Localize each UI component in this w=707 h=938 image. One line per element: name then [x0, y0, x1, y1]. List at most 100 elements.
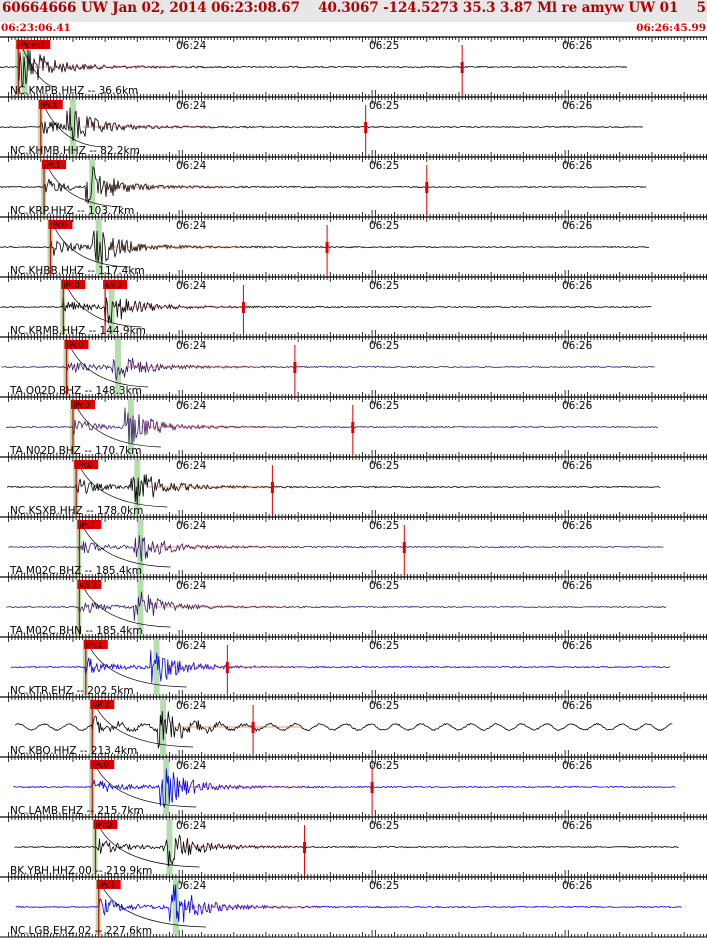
pick-flag: [16, 40, 51, 49]
pick-label: iPc0: [67, 341, 84, 350]
envelope-curve: [64, 282, 142, 328]
envelope-curve: [19, 42, 55, 88]
pick-marker: [225, 662, 229, 673]
s-window: [69, 99, 76, 155]
station-label: NC.KHBB.HHZ -- 117.4km: [10, 265, 145, 277]
time-tick-label: 06:24: [176, 520, 207, 532]
pick-marker: [293, 362, 297, 373]
time-tick-label: 06:26: [562, 40, 593, 52]
time-tick-label: 06:26: [562, 580, 593, 592]
time-tick-label: 06:25: [369, 460, 399, 472]
envelope-curve: [74, 402, 161, 448]
time-tick-label: 06:26: [562, 520, 593, 532]
time-tick-label: 06:25: [369, 400, 399, 412]
pick-flag: [38, 100, 63, 109]
pick-marker: [351, 422, 355, 433]
time-tick-label: 06:24: [176, 640, 207, 652]
time-tick-label: 06:24: [176, 340, 207, 352]
pick-flag: [48, 220, 73, 229]
trace-panel: 06:24 06:25 06:26 iPc0 NC.KSXB.HHZ -- 178.0k…: [0, 456, 707, 517]
station-label: NC.KSXB.HHZ -- 178.0km: [10, 505, 143, 517]
s-window: [127, 399, 134, 455]
time-tick-label: 06:25: [369, 520, 399, 532]
pick-label: iPc1: [44, 161, 61, 170]
station-label: NC.KHMB.HHZ -- 82.2km: [10, 145, 140, 157]
waveform: [1, 357, 655, 381]
waveform: [6, 591, 667, 621]
time-tick-label: 06:24: [176, 160, 207, 172]
time-tick-label: 06:25: [369, 220, 399, 232]
waveform: [10, 650, 671, 684]
pick-flag: [64, 340, 89, 349]
trace-panel: 06:24 06:25 06:26 iPc1 TA.M02C.BHZ -- 185.4k…: [0, 516, 707, 577]
trace-panel: 06:24 06:25 06:26 iPc0 TA.O02D.BHZ -- 148.3k…: [0, 336, 707, 397]
pick-marker: [402, 542, 406, 553]
envelope-curve: [77, 462, 168, 508]
envelope-curve: [68, 342, 148, 388]
station-label: NC.KMPB.HHZ -- 36.6km: [10, 85, 138, 97]
pick-label: iPc1: [86, 641, 103, 650]
pick-label: iPc0: [63, 281, 80, 290]
time-tick-label: 06:25: [369, 100, 399, 112]
pick-marker: [270, 482, 274, 493]
start-time-label: 06:23:06.41: [1, 22, 71, 34]
time-tick-label: 06:24: [176, 580, 207, 592]
time-tick-label: 06:25: [369, 160, 399, 172]
time-tick-label: 06:24: [176, 400, 207, 412]
trace-panel: 06:24 06:25 06:26 eS 2 TA.M02C.BHN -- 185.4k…: [0, 576, 707, 637]
pick-label: iPc1: [79, 521, 96, 530]
trace-panel: 06:24 06:25 06:26 iPc1 NC.KHMB.HHZ -- 82.2km: [0, 96, 707, 157]
envelope-curve: [45, 162, 123, 208]
pick-flag: [61, 280, 86, 289]
event-title: 60664666 UW Jan 02, 2014 06:23:08.67 40.…: [2, 0, 706, 16]
waveform: [0, 297, 652, 326]
pick-flag: [42, 160, 67, 169]
pick-flag: [77, 520, 102, 529]
s-window: [114, 339, 121, 395]
pick-label: iPc+s1: [18, 41, 45, 50]
pick-label: eS 2: [105, 281, 123, 290]
pick-flag: [103, 280, 128, 289]
s-window: [153, 639, 160, 695]
s-window: [89, 159, 96, 215]
waveform: [0, 165, 647, 204]
time-tick-label: 06:26: [562, 220, 593, 232]
trace-panel: 06:24 06:25 06:26 iPc+s1 NC.KMPB.HHZ -- 36.6…: [0, 36, 707, 97]
time-tick-label: 06:24: [176, 100, 207, 112]
time-tick-label: 06:25: [369, 340, 399, 352]
envelope-curve: [87, 642, 187, 688]
s-window: [108, 279, 115, 335]
envelope-curve: [81, 522, 171, 568]
pick-marker: [364, 122, 368, 133]
pick-label: iPc0: [73, 401, 90, 410]
pick-flag: [83, 640, 108, 649]
pick-marker: [325, 242, 329, 253]
trace-panel: 06:24 06:25 06:26 iPc0 eS 2 NC.KRMB.HHZ -- 14…: [0, 276, 707, 337]
time-tick-label: 06:26: [562, 460, 593, 472]
pick-marker: [460, 62, 464, 73]
trace-panel: 06:24 06:25 06:26 iPc1 NC.KTR.EHZ -- 202.5km: [0, 636, 707, 697]
waveform: [5, 407, 658, 444]
time-tick-label: 06:25: [369, 40, 399, 52]
waveform: [0, 107, 644, 141]
pick-label: eS 2: [79, 581, 97, 590]
time-tick-label: 06:26: [562, 340, 593, 352]
time-tick-label: 06:26: [562, 400, 593, 412]
pick-label: iPc1: [41, 101, 58, 110]
pick-flag: [70, 400, 95, 409]
time-tick-label: 06:26: [562, 280, 593, 292]
pick-label: iPc0: [76, 461, 93, 470]
pick-label: iPc0: [50, 221, 67, 230]
time-tick-label: 06:25: [369, 640, 399, 652]
time-tick-label: 06:26: [562, 100, 593, 112]
pick-marker: [425, 182, 429, 193]
time-tick-label: 06:25: [369, 580, 399, 592]
station-label: TA.O02D.BHZ -- 148.3km: [9, 385, 142, 397]
time-tick-label: 06:24: [176, 460, 207, 472]
station-label: TA.M02C.BHZ -- 185.4km: [9, 565, 142, 577]
time-tick-label: 06:25: [369, 280, 399, 292]
station-label: TA.M02C.BHN -- 185.4km: [9, 625, 143, 637]
time-tick-label: 06:24: [176, 40, 207, 52]
